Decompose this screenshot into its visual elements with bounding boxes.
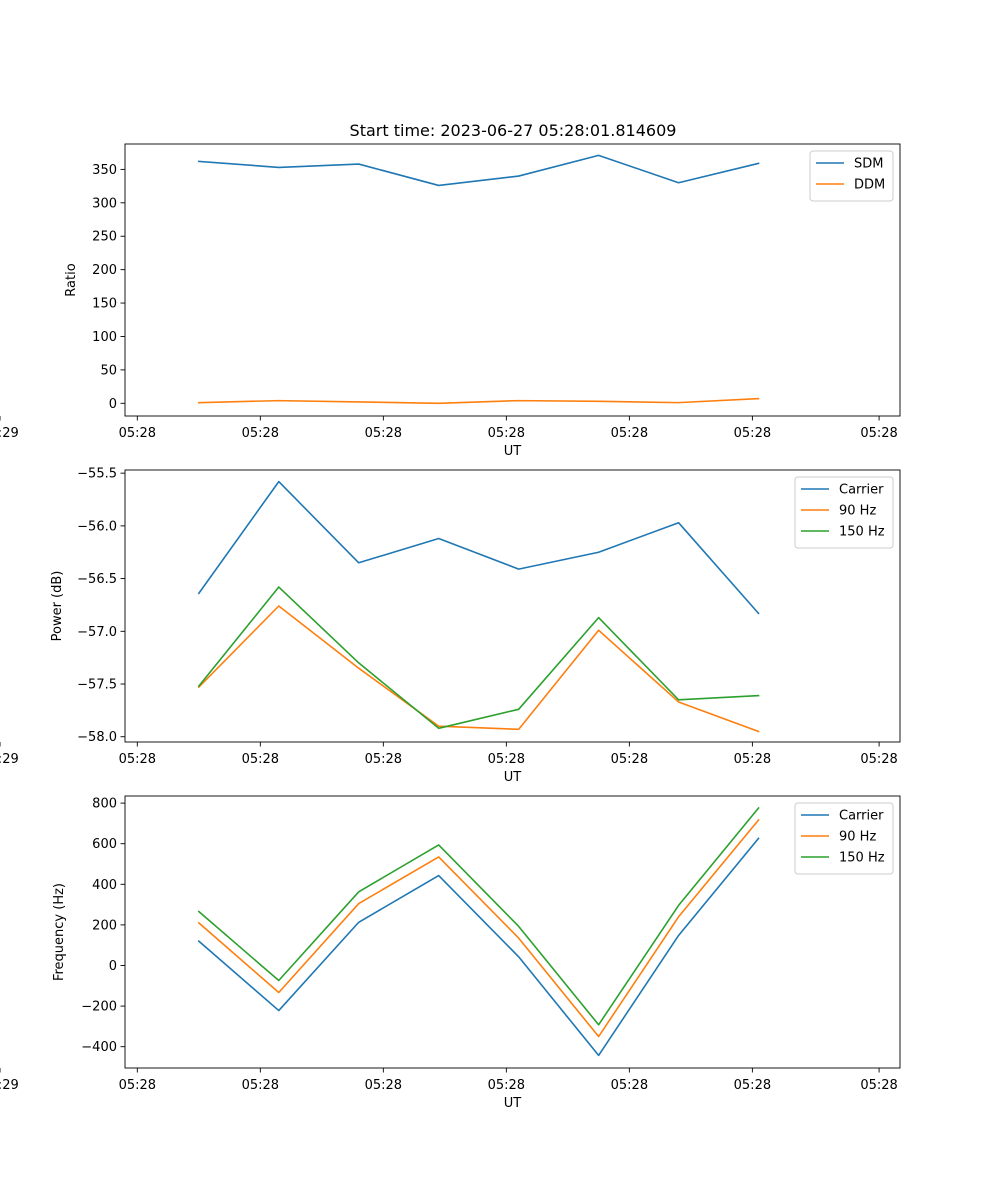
x-tick-label: 05:28	[365, 1078, 402, 1093]
legend-label: 90 Hz	[839, 830, 876, 845]
x-tick-label: 05:28	[734, 752, 771, 767]
y-axis-label: Power (dB)	[50, 571, 65, 642]
y-axis-label: Frequency (Hz)	[52, 883, 67, 981]
series-line-ddm	[197, 397, 760, 405]
series-line-150-hz	[197, 586, 760, 730]
chart-panel-3: 05:28 05:28 05:28 05:28 05:28 05:28 05:28 05:29…	[0, 795, 901, 1111]
y-tick-label: −400	[81, 1040, 117, 1055]
legend: Carrier 90 Hz 150 Hz	[794, 476, 894, 549]
y-tick-label: 200	[92, 918, 117, 933]
x-axis-label: UT	[504, 770, 522, 785]
x-tick-label: 05:28	[119, 426, 156, 441]
legend: Carrier 90 Hz 150 Hz	[794, 802, 894, 875]
legend-label: Carrier	[839, 483, 884, 498]
x-tick-label: 05:28	[488, 1078, 525, 1093]
figure-title: Start time: 2023-06-27 05:28:01.814609	[350, 121, 677, 140]
y-tick-label: 350	[92, 163, 117, 178]
x-tick-label: 05:28	[242, 426, 279, 441]
series-line-sdm	[197, 154, 760, 187]
x-tick-label: 05:28	[242, 752, 279, 767]
x-tick-label: 05:29	[0, 1078, 19, 1093]
series-line-150-hz	[197, 806, 760, 1026]
x-tick-label: 05:28	[242, 1078, 279, 1093]
series-line-90-hz	[197, 818, 760, 1038]
y-tick-label: 600	[92, 837, 117, 852]
legend-label: DDM	[854, 178, 885, 193]
panels: 05:28 05:28 05:28 05:28 05:28 05:28 05:28 05:29…	[0, 143, 901, 1111]
y-tick-label: −57.0	[77, 625, 117, 640]
legend-label: 150 Hz	[839, 851, 885, 866]
x-tick-label: 05:28	[860, 1078, 897, 1093]
x-tick-label: 05:28	[488, 426, 525, 441]
series-line-90-hz	[197, 605, 760, 733]
x-tick-label: 05:28	[119, 1078, 156, 1093]
x-tick-label: 05:28	[734, 1078, 771, 1093]
series-line-carrier	[197, 480, 760, 615]
legend: SDM DDM	[809, 150, 894, 202]
y-tick-label: 400	[92, 878, 117, 893]
axes-frame	[124, 143, 901, 417]
x-tick-label: 05:29	[0, 752, 19, 767]
y-tick-label: −55.5	[77, 467, 117, 482]
x-tick-label: 05:28	[119, 752, 156, 767]
y-axis-label: Ratio	[64, 263, 79, 296]
x-axis-label: UT	[504, 1096, 522, 1111]
axes-frame	[124, 795, 901, 1069]
y-tick-label: 250	[92, 230, 117, 245]
y-tick-label: 200	[92, 263, 117, 278]
chart-panel-2: 05:28 05:28 05:28 05:28 05:28 05:28 05:28 05:29…	[0, 467, 901, 785]
x-tick-label: 05:28	[860, 426, 897, 441]
x-axis-label: UT	[504, 444, 522, 459]
y-tick-label: 50	[100, 363, 117, 378]
legend-label: Carrier	[839, 809, 884, 824]
y-tick-label: 0	[109, 397, 117, 412]
x-tick-label: 05:28	[860, 752, 897, 767]
y-tick-label: −56.0	[77, 519, 117, 534]
legend-label: 150 Hz	[839, 525, 885, 540]
y-tick-label: −57.5	[77, 678, 117, 693]
y-tick-label: −58.0	[77, 730, 117, 745]
legend-label: SDM	[854, 157, 883, 172]
y-tick-label: 300	[92, 196, 117, 211]
x-tick-label: 05:28	[611, 1078, 648, 1093]
y-tick-label: 0	[109, 959, 117, 974]
x-tick-label: 05:28	[611, 752, 648, 767]
series-line-carrier	[197, 837, 760, 1057]
x-tick-label: 05:28	[611, 426, 648, 441]
x-tick-label: 05:28	[734, 426, 771, 441]
x-tick-label: 05:28	[365, 426, 402, 441]
y-tick-label: 100	[92, 330, 117, 345]
y-tick-label: 150	[92, 297, 117, 312]
legend-label: 90 Hz	[839, 504, 876, 519]
chart-panel-1: 05:28 05:28 05:28 05:28 05:28 05:28 05:28 05:29…	[0, 143, 901, 459]
x-tick-label: 05:29	[0, 426, 19, 441]
y-tick-label: −200	[81, 1000, 117, 1015]
y-tick-label: 800	[92, 797, 117, 812]
y-tick-label: −56.5	[77, 572, 117, 587]
axes-frame	[124, 469, 901, 743]
x-tick-label: 05:28	[488, 752, 525, 767]
x-tick-label: 05:28	[365, 752, 402, 767]
